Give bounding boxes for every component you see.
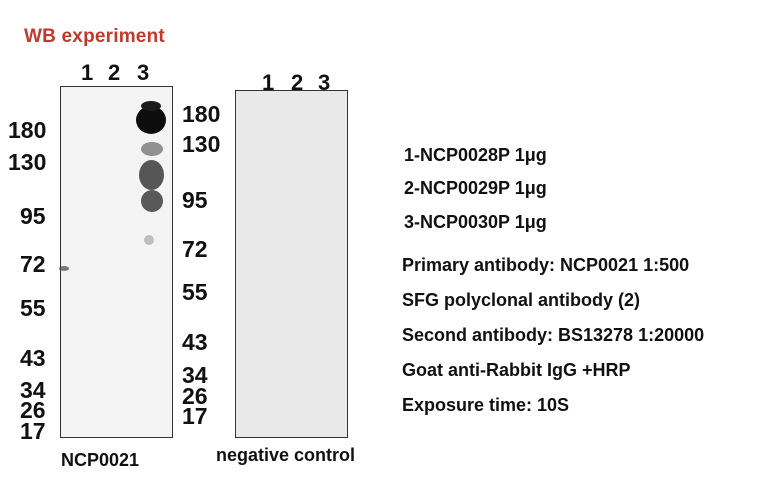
exposure-time-label: Exposure time: 10S [402,395,570,415]
ladder-band [59,266,69,271]
panel1-marker-55: 55 [20,295,46,321]
panel2-lane-2-label: 2 [291,70,304,95]
panel1-lane-2-label: 2 [108,60,121,85]
panel1-marker-130: 130 [8,149,47,175]
blot-panel-ncp0021 [59,86,173,438]
lane3-band-130 [139,160,164,190]
primary-antibody-type: SFG polyclonal antibody (2) [402,290,641,310]
panel2-marker-180: 180 [182,101,221,127]
sample-1-label: 1-NCP0028P 1μg [404,145,547,165]
panel2-marker-130: 130 [182,131,221,157]
second-antibody-type: Goat anti-Rabbit IgG +HRP [402,360,631,380]
lane3-band-180-top [141,101,161,111]
panel2-marker-55: 55 [182,279,208,305]
panel1-marker-180: 180 [8,117,47,143]
lane3-band-smear [141,142,163,156]
panel1-marker-26: 26 [20,397,46,423]
panel1-marker-43: 43 [20,345,46,371]
experiment-title: WB experiment [24,26,165,47]
panel1-lane-3-label: 3 [137,60,150,85]
sample-3-label: 3-NCP0030P 1μg [404,212,547,232]
panel1-marker-17: 17 [20,418,46,444]
panel2-lane-3-label: 3 [318,70,331,95]
panel2-marker-17: 17 [182,403,208,429]
panel2-marker-72: 72 [182,236,208,262]
panel1-marker-72: 72 [20,251,46,277]
second-antibody-label: Second antibody: BS13278 1:20000 [402,325,705,345]
panel1-lane-1-label: 1 [81,60,94,85]
panel1-marker-95: 95 [20,203,46,229]
panel1-name: NCP0021 [61,450,140,470]
sample-2-label: 2-NCP0029P 1μg [404,178,547,198]
panel2-marker-26: 26 [182,383,208,409]
panel2-lane-1-label: 1 [262,70,275,95]
panel2-marker-95: 95 [182,187,208,213]
lane3-band-faint [144,235,154,245]
blot-panel-negative-control [235,90,348,438]
panel1-marker-34: 34 [20,377,46,403]
primary-antibody-label: Primary antibody: NCP0021 1:500 [402,255,690,275]
panel2-marker-34: 34 [182,362,208,388]
panel2-marker-43: 43 [182,329,208,355]
lane3-band-110 [141,190,163,212]
panel2-name: negative control [216,445,356,465]
